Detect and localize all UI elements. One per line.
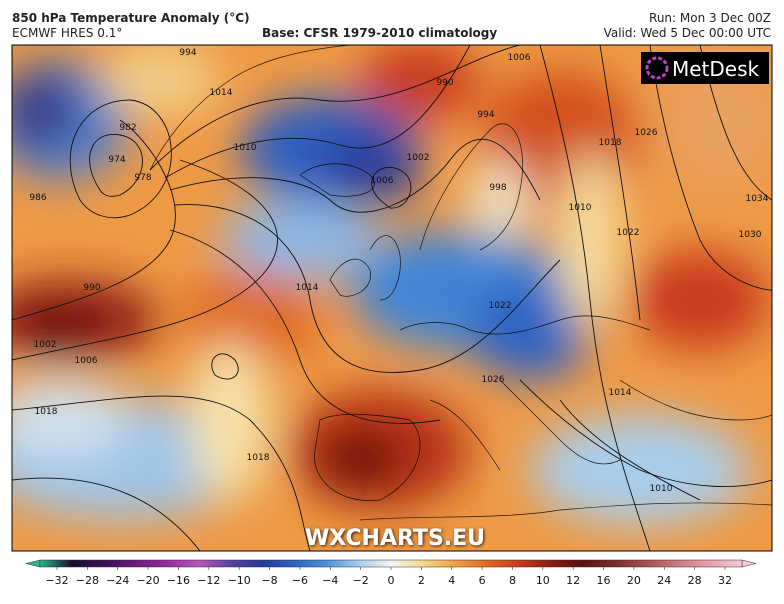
colorbar-tick-label: −2 (353, 574, 369, 587)
anomaly-patch (180, 270, 320, 370)
anomaly-patch (660, 50, 772, 190)
colorbar-tick-label: −32 (45, 574, 68, 587)
colorbar-tick-label: 20 (627, 574, 641, 587)
colorbar-tick-label: −28 (76, 574, 99, 587)
isobar-label: 982 (119, 123, 136, 133)
colorbar-tick-label: 16 (597, 574, 611, 587)
colorbar-high-arrow (741, 559, 757, 568)
isobar-label: 1006 (508, 53, 531, 63)
colorbar: −32 −28 −24 −20 −16 −12 −10 −8 −6 −4 −2 0 2 4 6 8 10 12 16… (25, 559, 757, 587)
colorbar-tick-label: 12 (566, 574, 580, 587)
colorbar-tick-label: 2 (418, 574, 425, 587)
isobar-label: 998 (489, 183, 506, 193)
anomaly-patch (630, 250, 770, 350)
isobar-label: 1022 (617, 228, 640, 238)
valid: Valid: Wed 5 Dec 00:00 UTC (604, 26, 771, 40)
isobar-label: 986 (29, 193, 46, 203)
isobar-label: 1018 (599, 138, 622, 148)
colorbar-low-arrow (25, 559, 41, 568)
coastlines (149, 45, 772, 521)
colorbar-bar (39, 559, 743, 568)
isobar-label: 1014 (210, 88, 233, 98)
anomaly-patch (470, 160, 530, 240)
logo-icon (645, 56, 669, 80)
anomaly-patch (320, 430, 400, 490)
anomaly-patch (30, 315, 90, 345)
anomaly-patch (320, 135, 420, 205)
isobar-labels: 1010 1002 1006 974 982 978 986 990 994 1014 1014 10… (29, 48, 768, 494)
run: Run: Mon 3 Dec 00Z (649, 11, 771, 25)
isobars (12, 45, 772, 551)
colorbar-tick-label: −24 (106, 574, 129, 587)
isobar-label: 978 (134, 173, 151, 183)
anomaly-patch (12, 70, 80, 150)
isobar-label: 994 (179, 48, 196, 58)
anomaly-patch (360, 45, 480, 120)
colorbar-tick-label: 8 (509, 574, 516, 587)
colorbar-tick-label: 32 (718, 574, 732, 587)
isobar-label: 1026 (635, 128, 658, 138)
isobar-label: 1010 (650, 484, 673, 494)
map: 1010 1002 1006 974 982 978 986 990 994 1014 1014 10… (12, 45, 772, 551)
isobar-label: 1030 (739, 230, 762, 240)
colorbar-tick-label: 28 (688, 574, 702, 587)
colorbar-tick-label: −4 (322, 574, 338, 587)
isobar-label: 1026 (482, 375, 505, 385)
base: Base: CFSR 1979-2010 climatology (262, 26, 497, 40)
isobar-label: 994 (477, 110, 494, 120)
colorbar-tick-label: −12 (197, 574, 220, 587)
isobar-label: 1014 (296, 283, 319, 293)
colorbar-tick-label: −20 (136, 574, 159, 587)
isobar-label: 1022 (489, 301, 512, 311)
colorbar-tick-label: −10 (228, 574, 251, 587)
isobar-label: 1010 (569, 203, 592, 213)
isobar-label: 1002 (34, 340, 57, 350)
isobar-label: 1006 (75, 356, 98, 366)
title: 850 hPa Temperature Anomaly (°C) (12, 11, 250, 25)
watermark: WXCHARTS.EU (305, 526, 485, 551)
colorbar-tick-label: 6 (479, 574, 486, 587)
isobar-label: 1018 (35, 407, 58, 417)
anomaly-patch (470, 280, 590, 380)
colorbar-tick-label: 0 (388, 574, 395, 587)
isobar-label: 974 (108, 155, 125, 165)
isobar-label: 1006 (371, 176, 394, 186)
isobar-label: 990 (436, 78, 453, 88)
model: ECMWF HRES 0.1° (12, 26, 122, 40)
isobar-label: 1002 (407, 153, 430, 163)
isobar-label: 1018 (247, 453, 270, 463)
colorbar-tick-label: 10 (536, 574, 550, 587)
colorbar-tick-label: 24 (657, 574, 671, 587)
anomaly-patch (190, 340, 270, 500)
anomaly-field (12, 45, 772, 525)
isobar-label: 1034 (746, 194, 769, 204)
isobar-label: 1010 (234, 143, 257, 153)
map-frame (11, 44, 773, 552)
logo-box (641, 52, 769, 84)
logo-text: MetDesk (672, 57, 760, 81)
colorbar-tick-label: −8 (261, 574, 277, 587)
colorbar-tick-label: 4 (448, 574, 455, 587)
anomaly-patch (100, 45, 220, 115)
isobar-label: 990 (83, 283, 100, 293)
anomaly-patch (220, 200, 380, 280)
colorbar-tick-label: −6 (292, 574, 308, 587)
isobar-label: 1014 (609, 388, 632, 398)
colorbar-tick-label: −16 (167, 574, 190, 587)
